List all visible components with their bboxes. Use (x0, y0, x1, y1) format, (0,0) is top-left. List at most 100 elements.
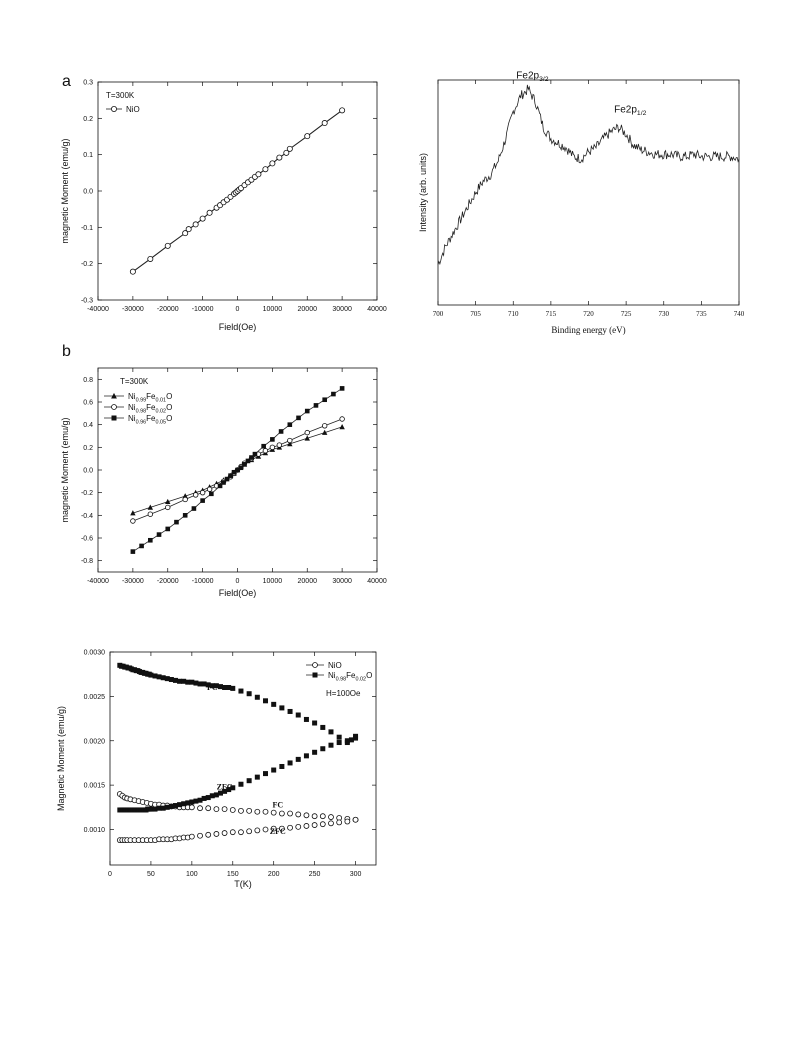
data-point-nio-zfc (270, 825, 277, 832)
data-point-nio-fc (221, 806, 228, 812)
data-point-nio-zfc (254, 827, 261, 834)
y-tick-label: 0.0010 (84, 827, 106, 834)
data-point-nio (283, 149, 290, 156)
fe-doped-mh-chart: -40000 -30000 -20000 -10000 0 10000 20000 30000… (60, 367, 387, 598)
legend-marker-1 (111, 404, 117, 410)
x-tick-label: 20000 (298, 306, 318, 313)
data-point-fe-fc (222, 685, 228, 690)
legend-label-1: Ni0.98Fe0.02O (328, 671, 372, 683)
data-point-fe-zfc (254, 774, 260, 780)
spectrum-trace (437, 84, 740, 266)
panel-label-b: b (62, 343, 71, 360)
data-point-nio-zfc (197, 832, 203, 839)
data-point-fe-zfc (148, 806, 154, 812)
data-point-fe-zfc (168, 803, 174, 809)
x-tick-label: 50 (147, 871, 155, 878)
data-point-series-2 (331, 391, 336, 397)
data-point-series-1 (276, 442, 283, 448)
data-point-nio-zfc (311, 822, 318, 828)
data-point-fe-zfc (217, 790, 223, 796)
data-point-nio-zfc (344, 818, 351, 825)
data-point-fe-fc (320, 724, 326, 730)
x-tick-label: -30000 (122, 578, 144, 585)
data-point-nio-fc (295, 811, 302, 818)
data-point-series-2 (245, 458, 251, 464)
data-point-nio-fc (213, 806, 220, 812)
x-tick-label: 40000 (367, 306, 387, 313)
data-point-series-1 (321, 423, 328, 429)
x-tick-label: 720 (583, 310, 594, 318)
x-axis-label: Field(Oe) (219, 588, 257, 598)
x-tick-label: 730 (659, 310, 670, 318)
data-point-nio-zfc (205, 831, 212, 838)
data-point-series-2 (296, 415, 301, 421)
data-point-nio (276, 154, 283, 161)
legend-marker-1 (312, 672, 318, 678)
data-point-series-1 (287, 437, 293, 444)
data-point-series-2 (235, 467, 240, 473)
legend-marker-2 (111, 415, 117, 421)
y-tick-label: -0.3 (81, 298, 93, 305)
data-point-fe-fc (230, 685, 236, 691)
data-point-fe-fc (177, 678, 183, 684)
data-point-fe-zfc (189, 799, 195, 805)
panel-label-a: a (62, 73, 71, 90)
data-point-fe-fc (279, 705, 285, 711)
x-tick-label: 250 (309, 871, 321, 878)
y-tick-label: 0.0025 (84, 694, 106, 701)
legend-marker-0 (111, 392, 117, 399)
legend-label-1: Ni0.98Fe0.02O (128, 403, 172, 415)
data-point-nio-zfc (328, 820, 334, 827)
data-point-nio-zfc (213, 831, 220, 837)
data-point-fe-zfc (336, 740, 342, 746)
data-point-nio-zfc (221, 830, 228, 836)
data-point-fe-zfc (279, 763, 285, 769)
data-point-series-2 (209, 491, 214, 497)
data-point-nio-fc (262, 808, 269, 815)
data-point-series-2 (287, 422, 293, 427)
curve-annotation-zfc: ZFC (270, 827, 286, 836)
data-point-fe-fc (348, 737, 354, 743)
x-tick-label: 300 (350, 871, 362, 878)
data-point-fe-zfc (177, 802, 183, 808)
y-tick-label: -0.4 (81, 513, 93, 520)
data-point-series-2 (130, 549, 136, 554)
data-point-fe-zfc (246, 778, 252, 784)
data-point-nio (206, 209, 213, 216)
data-point-nio-fc (311, 813, 318, 820)
x-tick-label: -40000 (87, 578, 109, 585)
data-point-series-1 (182, 496, 188, 503)
data-point-series-1 (262, 448, 269, 454)
data-point-nio-zfc (246, 828, 253, 835)
data-point-fe-zfc (213, 792, 219, 798)
data-point-fe-fc (185, 679, 191, 685)
data-point-nio-fc (205, 805, 212, 812)
x-tick-label: 700 (433, 310, 444, 318)
data-point-fe-zfc (185, 800, 191, 806)
y-tick-label: 0.0 (83, 468, 93, 475)
data-point-fe-fc (201, 681, 207, 687)
data-point-fe-fc (336, 734, 342, 740)
data-point-series-2 (339, 386, 345, 391)
data-point-fe-fc (205, 682, 211, 688)
x-tick-label: -10000 (192, 306, 214, 313)
x-tick-label: 0 (236, 578, 240, 585)
data-point-series-2 (165, 526, 171, 532)
y-tick-label: 0.3 (83, 80, 93, 87)
legend-label-0: Ni0.99Fe0.01O (128, 392, 172, 404)
x-tick-label: 740 (734, 310, 745, 318)
curve-annotation-fc: FC (272, 800, 283, 809)
curve-annotation-fc: FC (207, 683, 218, 692)
x-tick-label: 150 (227, 871, 239, 878)
data-point-series-0 (321, 429, 328, 435)
data-point-series-0 (287, 441, 293, 447)
data-point-series-2 (224, 476, 230, 482)
y-tick-label: -0.2 (81, 490, 93, 497)
y-tick-label: 0.6 (83, 400, 93, 407)
x-tick-label: 10000 (263, 578, 283, 585)
data-point-nio (304, 133, 311, 140)
data-point-fe-zfc (238, 781, 244, 787)
data-point-fe-zfc (230, 785, 236, 791)
data-point-series-2 (313, 403, 319, 408)
data-point-fe-zfc (172, 803, 178, 809)
